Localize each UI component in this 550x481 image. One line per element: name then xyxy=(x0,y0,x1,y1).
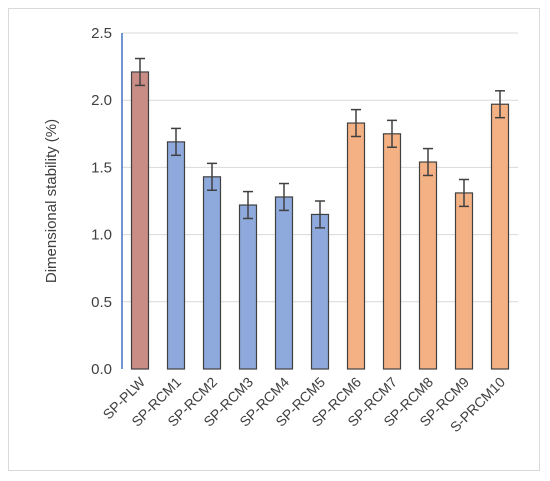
y-tick-label: 2.0 xyxy=(91,92,112,109)
error-bars xyxy=(135,57,505,229)
bar xyxy=(130,71,150,370)
bar xyxy=(202,176,222,370)
y-tick-labels: 0.0 0.5 1.0 1.5 2.0 2.5 xyxy=(91,25,112,378)
y-tick-label: 2.5 xyxy=(91,25,112,42)
y-tick-label: 1.5 xyxy=(91,159,112,176)
bars xyxy=(130,71,510,370)
bar xyxy=(418,161,438,370)
y-tick-label: 0.5 xyxy=(91,294,112,311)
y-axis-label: Dimensional stability (%) xyxy=(43,119,60,283)
chart-frame xyxy=(8,8,540,471)
bar xyxy=(274,196,294,370)
bar xyxy=(346,122,366,370)
bar xyxy=(238,204,258,370)
bar xyxy=(166,141,186,370)
y-tick-label: 1.0 xyxy=(91,227,112,244)
y-tick-label: 0.0 xyxy=(91,361,112,378)
x-tick-labels: SP-PLWSP-RCM1SP-RCM2SP-RCM3SP-RCM4SP-RCM… xyxy=(100,373,509,435)
bar xyxy=(454,192,474,370)
bar xyxy=(490,103,510,370)
bar xyxy=(382,133,402,370)
bar xyxy=(310,213,330,370)
